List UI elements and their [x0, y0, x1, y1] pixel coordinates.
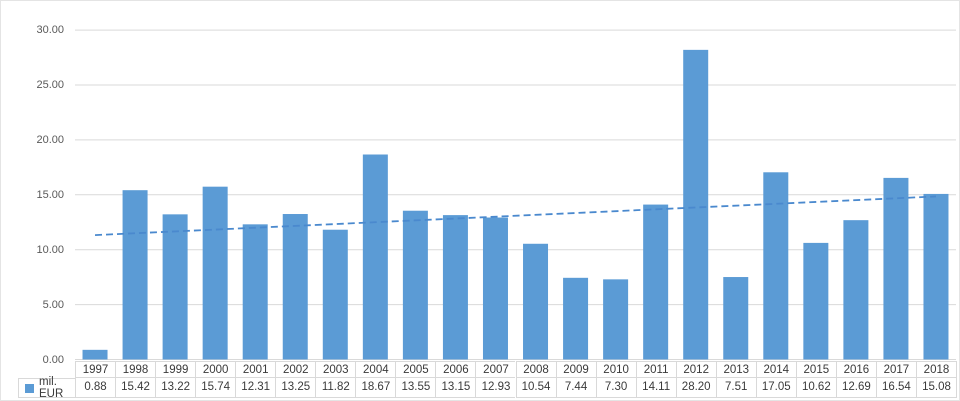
- y-axis-label-15.00: 15.00: [36, 188, 64, 201]
- table-year-2010: 2010: [595, 361, 636, 378]
- table-year-2014: 2014: [755, 361, 796, 378]
- legend-label: mil. EUR: [39, 376, 64, 400]
- table-year-2000: 2000: [195, 361, 236, 378]
- bar-2011: [643, 204, 669, 360]
- table-year-2009: 2009: [555, 361, 596, 378]
- table-value-2002: 13.25: [275, 378, 316, 398]
- bar-2006: [442, 215, 468, 360]
- y-axis-label-5.00: 5.00: [42, 298, 64, 311]
- table-value-2008: 10.54: [515, 378, 556, 398]
- table-value-2013: 7.51: [715, 378, 756, 398]
- table-year-2007: 2007: [475, 361, 516, 378]
- bar-1998: [122, 190, 148, 360]
- table-year-2004: 2004: [355, 361, 396, 378]
- y-axis-label-30.00: 30.00: [36, 24, 64, 37]
- table-value-2005: 13.55: [395, 378, 436, 398]
- table-value-2016: 12.69: [835, 378, 876, 398]
- table-year-2008: 2008: [515, 361, 556, 378]
- bar-2000: [202, 186, 228, 360]
- table-value-2012: 28.20: [675, 378, 716, 398]
- table-year-2013: 2013: [715, 361, 756, 378]
- table-year-1998: 1998: [115, 361, 156, 378]
- y-axis-label-0.00: 0.00: [42, 353, 64, 366]
- bar-2015: [803, 242, 829, 360]
- y-axis-label-25.00: 25.00: [36, 79, 64, 91]
- table-value-1999: 13.22: [155, 378, 196, 398]
- table-value-2011: 14.11: [635, 378, 676, 398]
- table-value-2015: 10.62: [795, 378, 836, 398]
- series-legend-key-icon: [25, 383, 34, 393]
- table-value-2003: 11.82: [315, 378, 356, 398]
- legend-cell: mil. EUR: [18, 376, 75, 400]
- bar-2016: [843, 220, 869, 360]
- bar-1997: [82, 349, 108, 360]
- bar-2014: [763, 172, 789, 360]
- table-value-2014: 17.05: [755, 378, 796, 398]
- table-year-2011: 2011: [635, 361, 676, 378]
- table-value-2017: 16.54: [875, 378, 916, 398]
- table-value-2006: 13.15: [435, 378, 476, 398]
- bar-2001: [242, 224, 268, 360]
- table-value-1997: 0.88: [75, 378, 116, 398]
- bar-2005: [402, 210, 428, 360]
- table-value-2004: 18.67: [355, 378, 396, 398]
- y-axis-label-10.00: 10.00: [36, 243, 64, 256]
- table-value-2001: 12.31: [235, 378, 276, 398]
- table-year-2005: 2005: [395, 361, 436, 378]
- table-year-2006: 2006: [435, 361, 476, 378]
- bar-2012: [683, 49, 709, 360]
- table-value-2007: 12.93: [475, 378, 516, 398]
- table-value-2009: 7.44: [555, 378, 596, 398]
- bar-2018: [923, 193, 949, 360]
- bar-2010: [603, 279, 629, 360]
- table-year-2003: 2003: [315, 361, 356, 378]
- bar-2003: [322, 229, 348, 360]
- table-year-2017: 2017: [875, 361, 916, 378]
- bar-2008: [523, 243, 549, 360]
- table-year-2012: 2012: [675, 361, 716, 378]
- table-year-2002: 2002: [275, 361, 316, 378]
- bar-2013: [723, 277, 749, 360]
- bar-2002: [282, 214, 308, 360]
- y-axis-label-20.00: 20.00: [36, 133, 64, 146]
- bar-2004: [362, 154, 388, 360]
- table-value-2010: 7.30: [595, 378, 636, 398]
- table-year-2018: 2018: [915, 361, 957, 378]
- table-value-2000: 15.74: [195, 378, 236, 398]
- table-year-1999: 1999: [155, 361, 196, 378]
- table-value-2018: 15.08: [915, 378, 957, 398]
- table-value-1998: 15.42: [115, 378, 156, 398]
- bar-2009: [563, 277, 589, 360]
- bar-1999: [162, 214, 188, 360]
- bar-2007: [482, 217, 508, 360]
- table-year-2015: 2015: [795, 361, 836, 378]
- table-year-1997: 1997: [75, 361, 116, 378]
- table-year-2016: 2016: [835, 361, 876, 378]
- trendline: [94, 195, 937, 236]
- table-year-2001: 2001: [235, 361, 276, 378]
- bar-2017: [883, 177, 909, 360]
